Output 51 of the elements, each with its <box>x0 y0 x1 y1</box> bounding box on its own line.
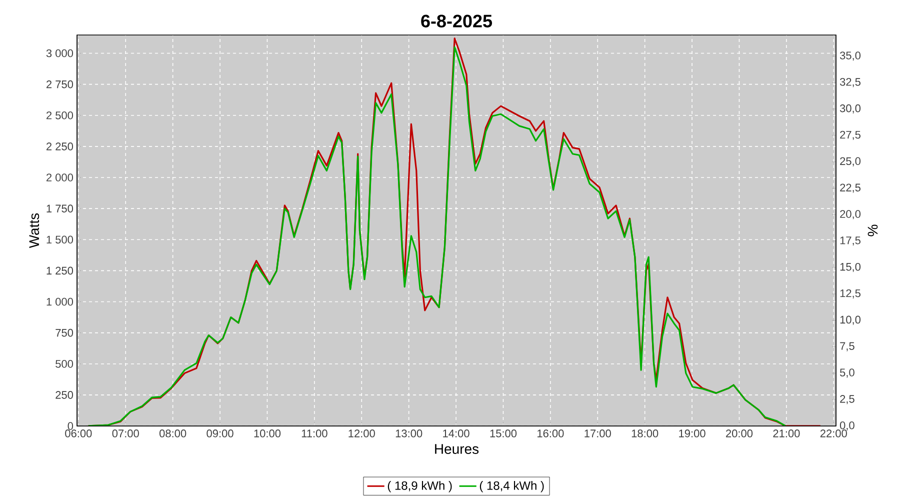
y2-tick-label: 12,5 <box>840 289 860 298</box>
x-tick-label: 20:00 <box>726 430 753 438</box>
x-tick-label: 21:00 <box>773 430 800 438</box>
x-tick-label: 17:00 <box>584 430 611 438</box>
y2-tick-label: 17,5 <box>840 236 860 246</box>
x-axis-title: Heures <box>435 444 479 454</box>
y-tick-label: 2 250 <box>46 142 74 150</box>
x-tick-label: 18:00 <box>632 430 658 438</box>
y2-tick-label: 0,0 <box>840 421 854 431</box>
y-tick-label: 2 500 <box>46 111 74 120</box>
y2-tick-label: 2,5 <box>840 395 854 404</box>
x-tick-label: 11:00 <box>302 430 328 438</box>
y-tick-label: 750 <box>56 328 74 337</box>
y-tick-label: 500 <box>56 360 74 368</box>
y2-tick-label: 20,0 <box>840 210 861 220</box>
y-tick-label: 0 <box>68 422 74 430</box>
y2-tick-label: 30,0 <box>840 104 861 114</box>
x-tick-label: 12:00 <box>348 430 375 438</box>
x-tick-label: 16:00 <box>538 430 564 438</box>
y-tick-label: 1 750 <box>46 204 74 212</box>
x-tick-label: 09:00 <box>206 430 234 438</box>
legend-label: ( 18,4 kWh ) <box>480 481 544 492</box>
y2-tick-label: 15,0 <box>840 262 861 272</box>
x-tick-label: 15:00 <box>490 430 517 438</box>
x-tick-label: 14:00 <box>443 430 470 438</box>
y2-tick-label: 22,5 <box>840 184 860 193</box>
y-tick-label: 1 500 <box>46 236 74 244</box>
y-tick-label: 1 250 <box>46 266 74 275</box>
x-tick-label: 06:00 <box>65 430 92 438</box>
y-tick-label: 3 000 <box>46 49 74 58</box>
x-tick-label: 22:00 <box>820 430 847 438</box>
x-tick-label: 08:00 <box>159 430 186 438</box>
chart-title: 6-8-2025 <box>421 14 492 28</box>
y-tick-label: 1 000 <box>46 298 74 306</box>
y2-tick-label: 27,5 <box>840 130 860 140</box>
y2-tick-label: 7,5 <box>840 342 854 352</box>
x-tick-label: 19:00 <box>679 430 706 438</box>
y2-tick-label: 5,0 <box>840 368 854 378</box>
y-tick-label: 2 000 <box>46 174 74 182</box>
x-tick-label: 13:00 <box>396 430 422 438</box>
y2-tick-label: 32,5 <box>840 78 860 88</box>
x-tick-label: 07:00 <box>112 430 139 438</box>
y-tick-label: 250 <box>56 391 74 399</box>
legend-label: ( 18,9 kWh ) <box>388 481 452 492</box>
y-tick-label: 2 750 <box>46 80 74 88</box>
y2-tick-label: 10,0 <box>840 316 861 325</box>
y2-axis-title: % <box>868 224 878 236</box>
y2-tick-label: 35,0 <box>840 52 861 61</box>
y2-tick-label: 25,0 <box>840 157 861 166</box>
y-axis-title: Watts <box>29 213 40 248</box>
x-tick-label: 10:00 <box>254 430 281 438</box>
